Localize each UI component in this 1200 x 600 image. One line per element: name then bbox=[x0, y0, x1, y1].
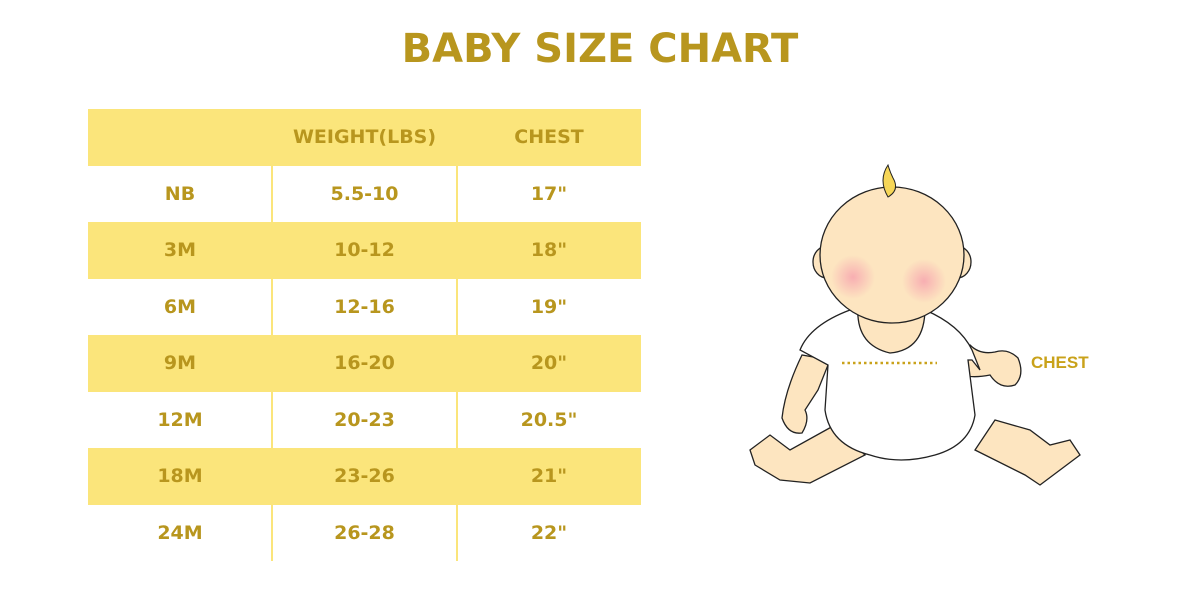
header-cell-chest: CHEST bbox=[514, 126, 584, 149]
table-row: 12M 20-23 20.5" bbox=[88, 392, 641, 449]
table-row: 18M 23-26 21" bbox=[88, 448, 641, 505]
cell-size: NB bbox=[164, 182, 196, 205]
column-divider bbox=[456, 109, 458, 561]
table-row: NB 5.5-10 17" bbox=[88, 166, 641, 223]
chest-label: CHEST bbox=[1031, 353, 1089, 372]
table-header-row: WEIGHT(LBS) CHEST bbox=[88, 109, 641, 166]
header-cell-weight: WEIGHT(LBS) bbox=[292, 126, 437, 149]
table-row: 3M 10-12 18" bbox=[88, 222, 641, 279]
cell-weight: 26-28 bbox=[334, 521, 395, 544]
cell-weight: 23-26 bbox=[334, 465, 395, 488]
cell-size: 24M bbox=[157, 521, 203, 544]
cell-weight: 20-23 bbox=[334, 408, 395, 431]
cell-chest: 20.5" bbox=[520, 408, 578, 431]
page-title: BABY SIZE CHART bbox=[401, 26, 799, 72]
size-table: WEIGHT(LBS) CHEST NB 5.5-10 17" 3M 10-12 18" 6… bbox=[88, 109, 641, 561]
cell-size: 6M bbox=[163, 295, 197, 318]
header-cell bbox=[88, 109, 272, 166]
cell-weight: 16-20 bbox=[334, 352, 395, 375]
table-row: 24M 26-28 22" bbox=[88, 505, 641, 562]
table-row: 6M 12-16 19" bbox=[88, 279, 641, 336]
cell-chest: 17" bbox=[530, 182, 568, 205]
cell-weight: 5.5-10 bbox=[330, 182, 399, 205]
cell-chest: 20" bbox=[530, 352, 568, 375]
cell-weight: 10-12 bbox=[334, 239, 395, 262]
cell-size: 3M bbox=[163, 239, 197, 262]
cell-size: 18M bbox=[157, 465, 203, 488]
table-row: 9M 16-20 20" bbox=[88, 335, 641, 392]
cell-chest: 19" bbox=[530, 295, 568, 318]
cell-size: 9M bbox=[163, 352, 197, 375]
column-divider bbox=[271, 109, 273, 561]
baby-illustration bbox=[749, 163, 1081, 486]
cell-chest: 21" bbox=[530, 465, 568, 488]
cell-chest: 22" bbox=[530, 521, 568, 544]
cell-chest: 18" bbox=[530, 239, 568, 262]
cell-size: 12M bbox=[157, 408, 203, 431]
cell-weight: 12-16 bbox=[334, 295, 395, 318]
